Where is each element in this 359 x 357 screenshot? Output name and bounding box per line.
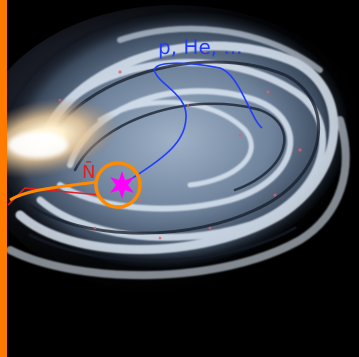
galactic-core xyxy=(8,132,68,158)
antiparticle-path xyxy=(9,180,97,202)
cosmic-ray-path xyxy=(121,62,263,186)
earth-edge-bar xyxy=(0,0,7,357)
spiral-arms xyxy=(6,25,350,280)
source-star-icon xyxy=(110,171,134,199)
milky-way-galaxy xyxy=(0,5,359,295)
interaction-region-circle xyxy=(94,161,142,209)
cosmic-ray-label: p, He, ... xyxy=(158,35,243,59)
antiparticle-label: N̄ xyxy=(82,161,95,183)
